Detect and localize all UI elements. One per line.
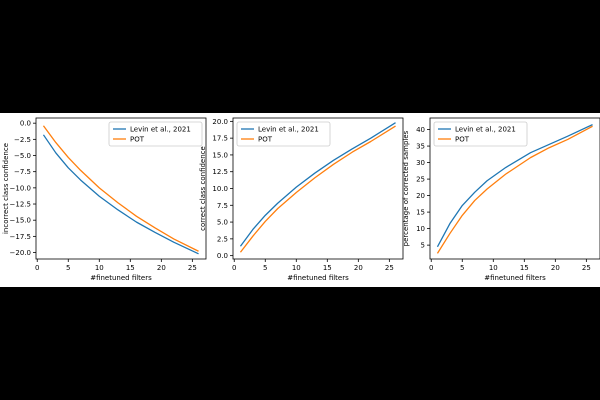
x-tick-label: 20 [354,264,363,272]
chart-panel-2: 0 5 10 15 20 25 0.0 2.5 5.0 7.5 10.0 12.5 15.0 17.5 20… [199,117,404,282]
y-tick-label: 40 [416,126,425,134]
x-tick-label: 15 [520,264,529,272]
x-tick-label: 10 [95,264,104,272]
y-tick-label: 30 [416,159,425,167]
y-tick-label: 5 [421,242,425,250]
series-line-levin [436,124,593,248]
y-tick-label: −7.5 [14,168,31,176]
x-tick-label: 5 [263,264,267,272]
legend: Levin et al., 2021 POT [433,121,528,147]
y-axis-label: correct class confidence [199,146,207,231]
series-line-pot [239,125,396,253]
x-tick-label: 20 [551,264,560,272]
legend-label: Levin et al., 2021 [130,126,191,134]
chart-panel-1: 0 5 10 15 20 25 0.0 −2.5 −5.0 −7.5 −10.0 −12.5 −15.0… [2,117,207,282]
x-tick-label: 10 [489,264,498,272]
y-tick-label: 25 [416,176,425,184]
y-tick-label: −2.5 [14,136,31,144]
axes-frame [232,117,404,260]
y-tick-label: 15 [416,209,425,217]
y-tick-label: 2.5 [217,235,228,243]
legend-box [236,121,331,147]
y-tick-label: 17.5 [212,135,228,143]
x-tick-label: 0 [232,264,236,272]
y-axis-label: percentage of corrected samples [402,130,410,246]
series-line-levin [42,134,199,255]
axes-frame [429,117,600,260]
legend-label: POT [258,136,273,144]
y-tick-label: 15.0 [212,151,228,159]
x-tick-label: 0 [35,264,39,272]
x-tick-label: 20 [157,264,166,272]
legend-label: POT [130,136,145,144]
x-axis-label: #finetuned filters [287,274,349,282]
legend-label: POT [455,136,470,144]
y-tick-label: 7.5 [217,202,228,210]
legend: Levin et al., 2021 POT [108,121,203,147]
y-axis-label: incorrect class confidence [2,143,10,234]
y-tick-label: 10.0 [212,185,228,193]
x-tick-label: 25 [582,264,591,272]
x-axis-label: #finetuned filters [484,274,546,282]
x-tick-label: 15 [323,264,332,272]
y-tick-label: 20.0 [212,118,228,126]
series-line-pot [42,125,199,252]
legend-label: Levin et al., 2021 [455,126,516,134]
y-tick-label: 10 [416,225,425,233]
y-tick-label: 0.0 [217,252,228,260]
series-line-pot [436,125,593,254]
x-axis-label: #finetuned filters [90,274,152,282]
series-line-levin [239,122,396,247]
legend: Levin et al., 2021 POT [236,121,331,147]
x-tick-label: 25 [188,264,197,272]
axes-frame [35,117,207,260]
x-tick-label: 5 [460,264,464,272]
x-tick-label: 0 [429,264,433,272]
charts-svg: 0 5 10 15 20 25 0.0 −2.5 −5.0 −7.5 −10.0 −12.5 −15.0… [2,117,600,282]
legend-box [433,121,528,147]
y-tick-label: −10.0 [10,184,31,192]
y-tick-label: −15.0 [10,217,31,225]
y-tick-label: 20 [416,192,425,200]
x-tick-label: 5 [66,264,70,272]
y-tick-label: −12.5 [10,201,31,209]
y-tick-label: −17.5 [10,233,31,241]
y-tick-label: 35 [416,143,425,151]
chart-panel-3: 0 5 10 15 20 25 5 10 15 20 25 30 35 40 #finetuned filt… [402,117,600,282]
y-tick-label: −5.0 [14,152,31,160]
y-tick-label: 5.0 [217,219,228,227]
x-tick-label: 25 [385,264,394,272]
y-tick-label: 0.0 [20,120,31,128]
y-tick-label: 12.5 [212,168,228,176]
x-tick-label: 15 [126,264,135,272]
legend-box [108,121,203,147]
legend-label: Levin et al., 2021 [258,126,319,134]
figure: 0 5 10 15 20 25 0.0 −2.5 −5.0 −7.5 −10.0 −12.5 −15.0… [0,113,600,287]
y-tick-label: −20.0 [10,249,31,257]
x-tick-label: 10 [292,264,301,272]
